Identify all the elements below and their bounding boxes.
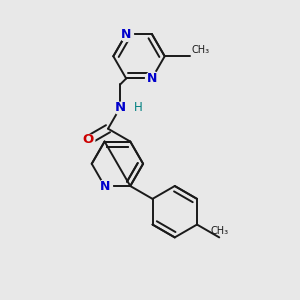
- Text: O: O: [83, 134, 94, 146]
- Text: N: N: [147, 72, 157, 85]
- Text: CH₃: CH₃: [192, 45, 210, 55]
- Text: N: N: [115, 101, 126, 114]
- Text: H: H: [134, 101, 143, 114]
- Text: CH₃: CH₃: [210, 226, 228, 236]
- Text: N: N: [99, 179, 110, 193]
- Text: N: N: [121, 28, 131, 40]
